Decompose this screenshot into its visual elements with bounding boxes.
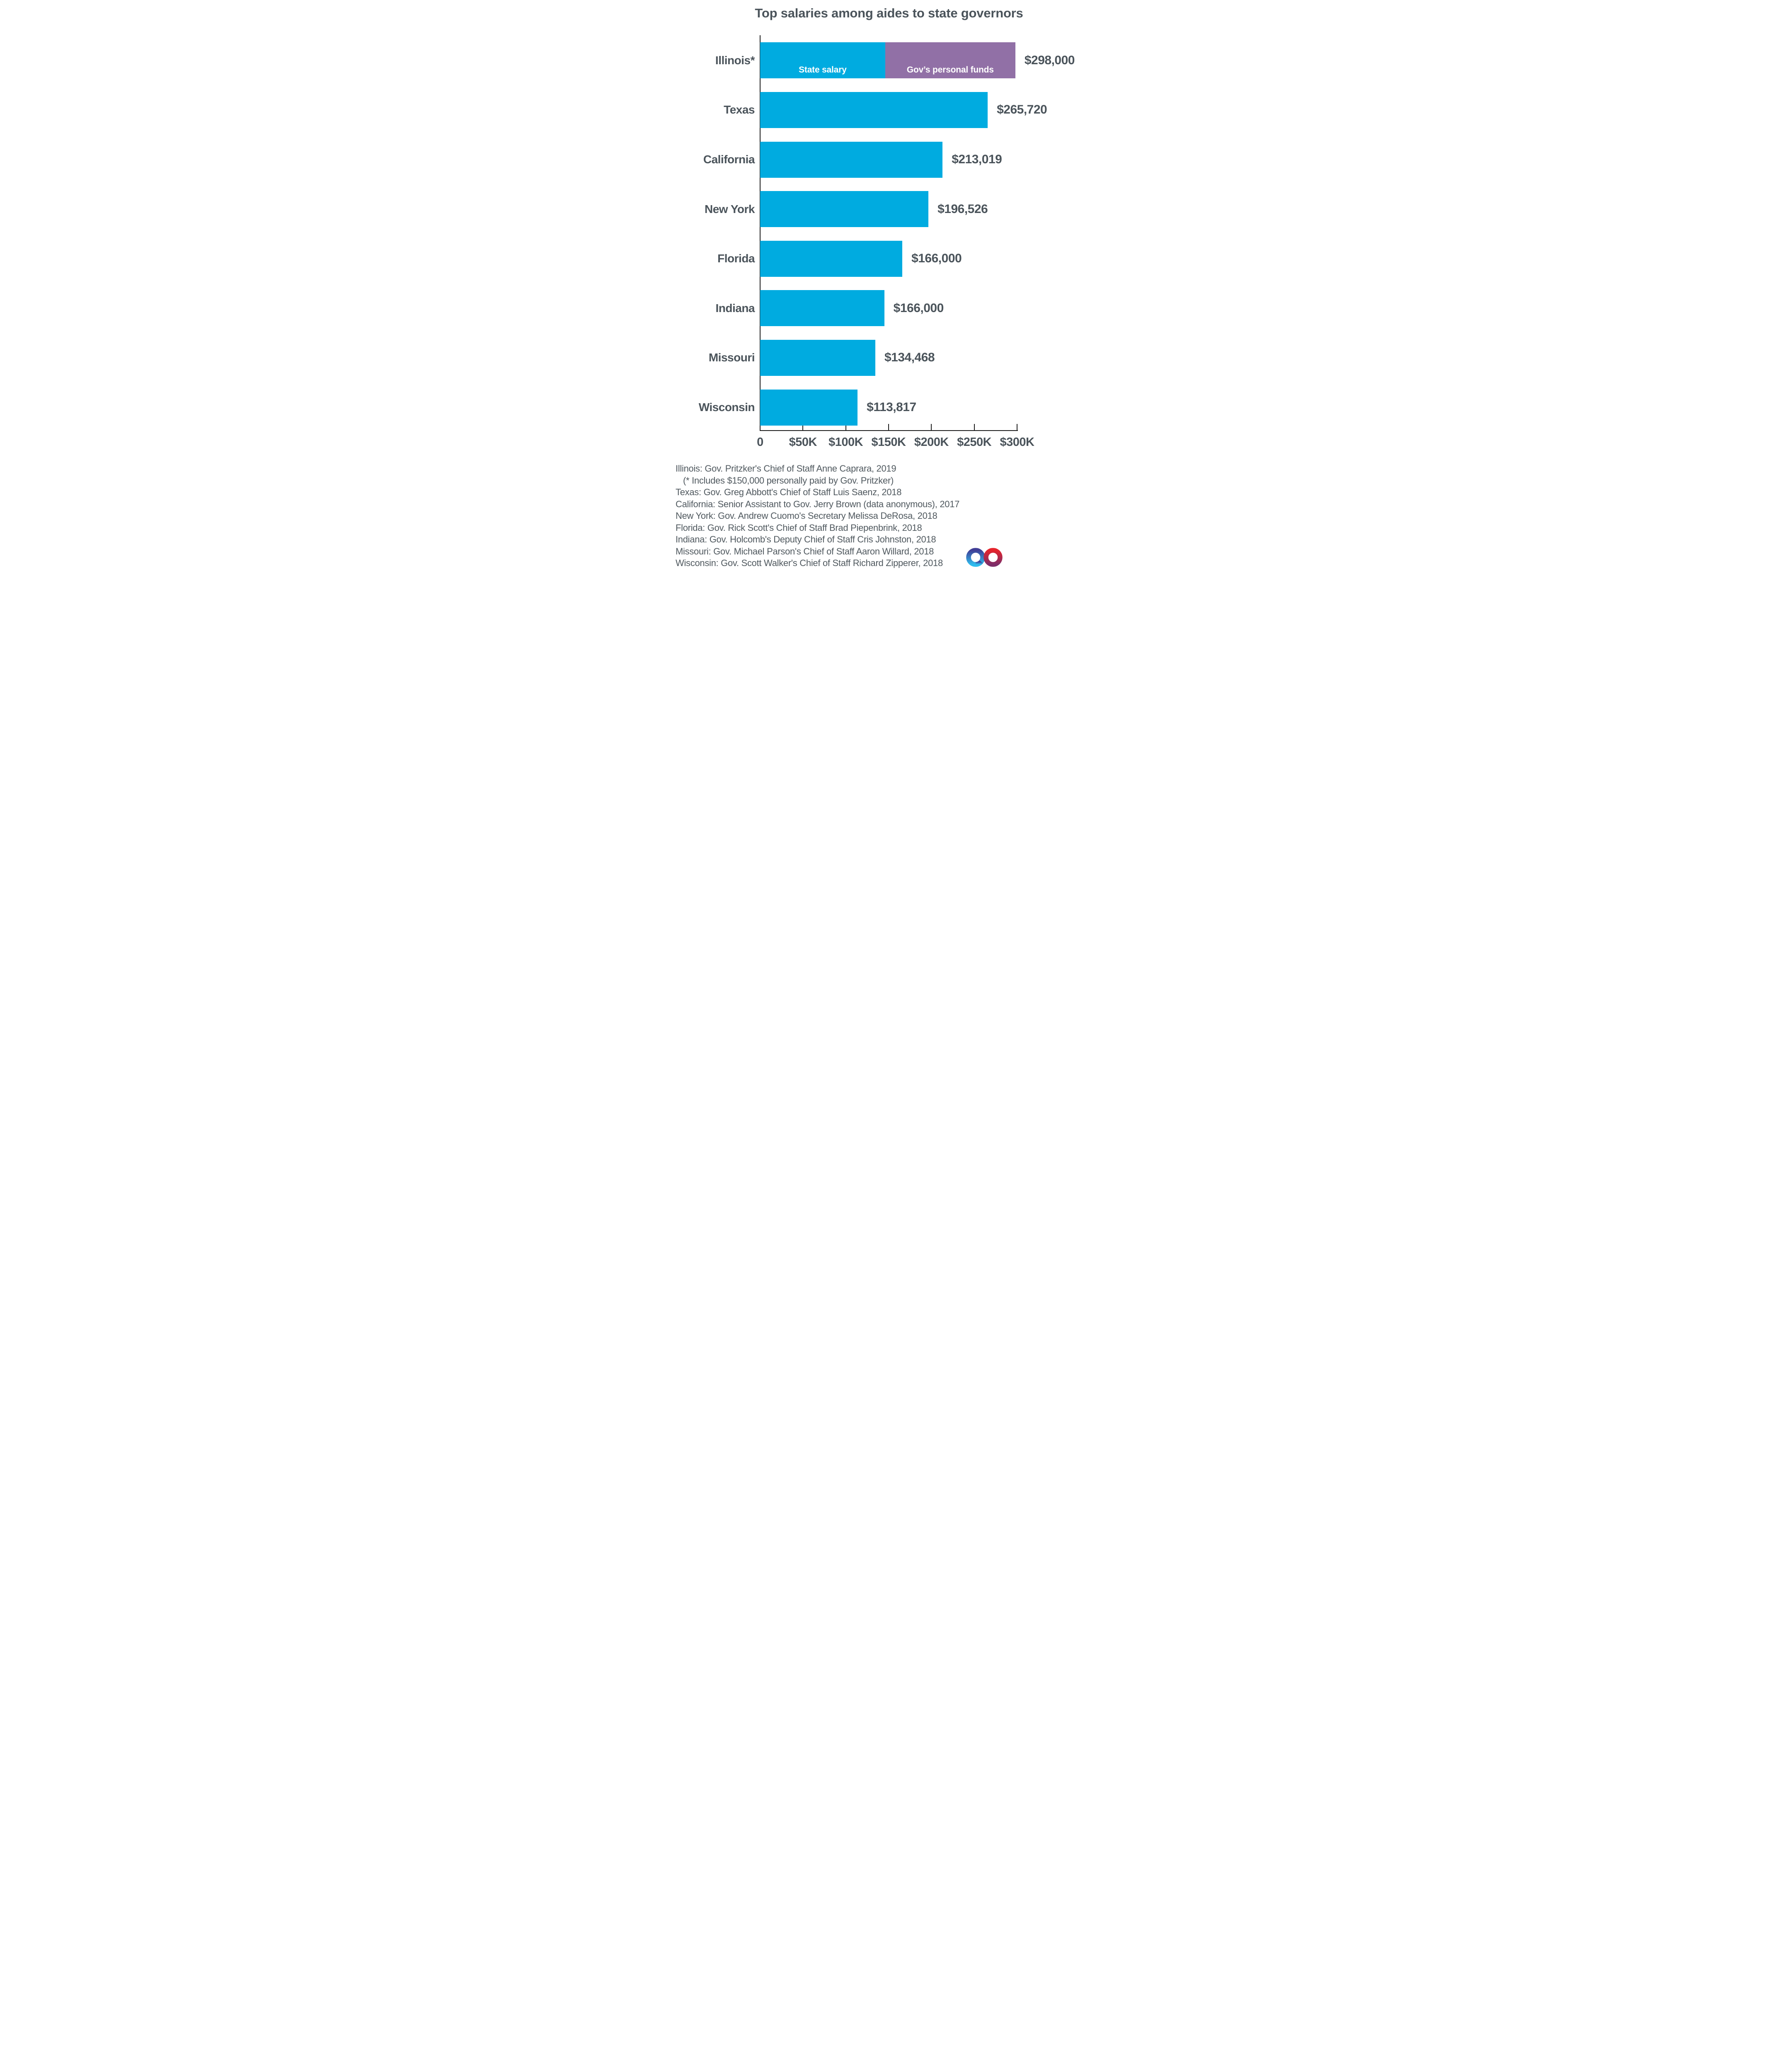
tick-mark	[931, 424, 932, 431]
bar-segment-state-salary	[760, 339, 875, 376]
bar-row: Indiana $166,000	[667, 290, 1111, 327]
state-label: Missouri	[708, 351, 755, 364]
tick-mark	[845, 424, 846, 431]
bar-segment-state-salary	[760, 141, 943, 178]
bar-segment-personal-funds: Gov’s personal funds	[885, 42, 1015, 79]
footnote-line: New York: Gov. Andrew Cuomo's Secretary …	[676, 511, 937, 521]
infographic-page: Top salaries among aides to state govern…	[667, 0, 1111, 579]
state-label: Texas	[724, 103, 755, 116]
bar-row: Wisconsin $113,817	[667, 389, 1111, 426]
bar-row: Texas $265,720	[667, 92, 1111, 128]
legend-personal-funds-label: Gov’s personal funds	[906, 65, 994, 75]
y-axis-line	[760, 35, 761, 431]
tick-label: $50K	[789, 436, 817, 449]
value-label: $298,000	[1024, 53, 1075, 67]
tick-label: $100K	[828, 436, 863, 449]
tick-mark	[760, 424, 761, 431]
tick-mark	[974, 424, 975, 431]
value-label: $113,817	[867, 400, 916, 414]
infinity-rings-icon	[966, 548, 1003, 567]
chart-title: Top salaries among aides to state govern…	[755, 6, 1023, 20]
footnote-line: Wisconsin: Gov. Scott Walker's Chief of …	[676, 558, 943, 568]
footnote-line: California: Senior Assistant to Gov. Jer…	[676, 499, 960, 509]
bar-row: Illinois* State salary Gov’s personal fund…	[667, 42, 1111, 79]
tick-label: $250K	[957, 436, 992, 449]
bar-row: California $213,019	[667, 141, 1111, 178]
footnote-line: Illinois: Gov. Pritzker's Chief of Staff…	[676, 463, 896, 474]
tick-mark	[802, 424, 804, 431]
value-label: $134,468	[884, 351, 935, 365]
bar-segment-state-salary	[760, 290, 884, 327]
value-label: $166,000	[911, 252, 962, 266]
bar-row: New York $196,526	[667, 191, 1111, 228]
tick-label: $300K	[1000, 436, 1034, 449]
value-label: $166,000	[893, 301, 944, 315]
footnote-line: Florida: Gov. Rick Scott's Chief of Staf…	[676, 522, 922, 533]
state-label: California	[703, 153, 755, 166]
state-label: Florida	[717, 252, 755, 265]
footnote-line: Indiana: Gov. Holcomb's Deputy Chief of …	[676, 534, 936, 545]
legend-state-salary-label: State salary	[799, 65, 847, 75]
bar-segment-state-salary	[760, 92, 988, 128]
tick-label: $200K	[914, 436, 949, 449]
bar-row: Florida $166,000	[667, 240, 1111, 277]
footnote-line: Missouri: Gov. Michael Parson's Chief of…	[676, 546, 934, 557]
footnote-line: Texas: Gov. Greg Abbott's Chief of Staff…	[676, 487, 902, 497]
state-label: Indiana	[715, 301, 755, 315]
bar-segment-state-salary	[760, 240, 903, 277]
tick-mark	[888, 424, 889, 431]
tick-label: $150K	[871, 436, 906, 449]
bar-segment-state-salary: State salary	[760, 42, 885, 79]
x-axis-line	[760, 430, 1018, 431]
tick-label: 0	[757, 436, 763, 449]
value-label: $265,720	[997, 103, 1047, 117]
value-label: $213,019	[952, 152, 1002, 166]
state-label: New York	[704, 202, 755, 215]
footnote-line: (* Includes $150,000 personally paid by …	[683, 475, 894, 486]
plot-area: 0 $50K $100K $150K $200K $250K $300K Illinois* S…	[667, 0, 1111, 579]
footnotes: Illinois: Gov. Pritzker's Chief of Staff…	[676, 463, 991, 569]
bar-row: Missouri $134,468	[667, 339, 1111, 376]
bar-segment-state-salary	[760, 191, 929, 228]
state-label: Illinois*	[715, 53, 755, 67]
value-label: $196,526	[937, 202, 988, 216]
state-label: Wisconsin	[698, 401, 755, 414]
bar-segment-state-salary	[760, 389, 858, 426]
